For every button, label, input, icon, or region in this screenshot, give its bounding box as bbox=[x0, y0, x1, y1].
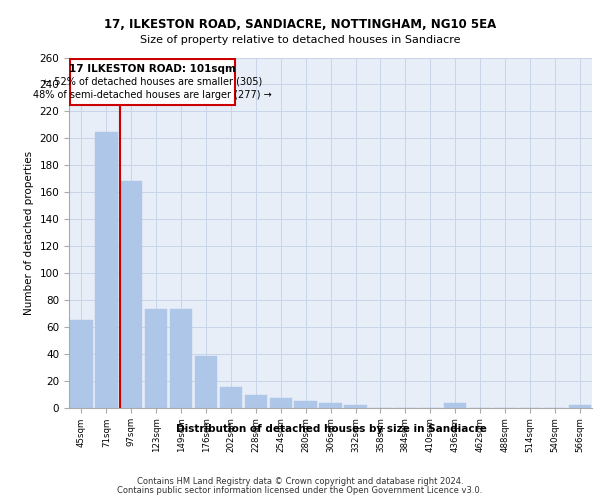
Text: Distribution of detached houses by size in Sandiacre: Distribution of detached houses by size … bbox=[176, 424, 487, 434]
Bar bbox=[245, 396, 267, 407]
Bar bbox=[269, 398, 292, 407]
Bar bbox=[444, 404, 466, 407]
Bar bbox=[319, 404, 342, 407]
Bar bbox=[344, 405, 367, 407]
Bar bbox=[120, 182, 142, 408]
Text: Contains HM Land Registry data © Crown copyright and database right 2024.: Contains HM Land Registry data © Crown c… bbox=[137, 477, 463, 486]
Y-axis label: Number of detached properties: Number of detached properties bbox=[24, 150, 34, 314]
Text: 17 ILKESTON ROAD: 101sqm: 17 ILKESTON ROAD: 101sqm bbox=[69, 64, 236, 74]
Bar bbox=[569, 405, 591, 407]
Text: 17, ILKESTON ROAD, SANDIACRE, NOTTINGHAM, NG10 5EA: 17, ILKESTON ROAD, SANDIACRE, NOTTINGHAM… bbox=[104, 18, 496, 30]
FancyBboxPatch shape bbox=[70, 59, 235, 104]
Bar bbox=[70, 320, 92, 408]
Text: Contains public sector information licensed under the Open Government Licence v3: Contains public sector information licen… bbox=[118, 486, 482, 495]
Text: Size of property relative to detached houses in Sandiacre: Size of property relative to detached ho… bbox=[140, 35, 460, 45]
Bar bbox=[195, 356, 217, 408]
Text: 48% of semi-detached houses are larger (277) →: 48% of semi-detached houses are larger (… bbox=[34, 90, 272, 100]
Text: ← 52% of detached houses are smaller (305): ← 52% of detached houses are smaller (30… bbox=[43, 76, 262, 86]
Bar bbox=[170, 309, 193, 408]
Bar bbox=[295, 401, 317, 407]
Bar bbox=[220, 388, 242, 407]
Bar bbox=[145, 309, 167, 408]
Bar bbox=[95, 132, 118, 407]
